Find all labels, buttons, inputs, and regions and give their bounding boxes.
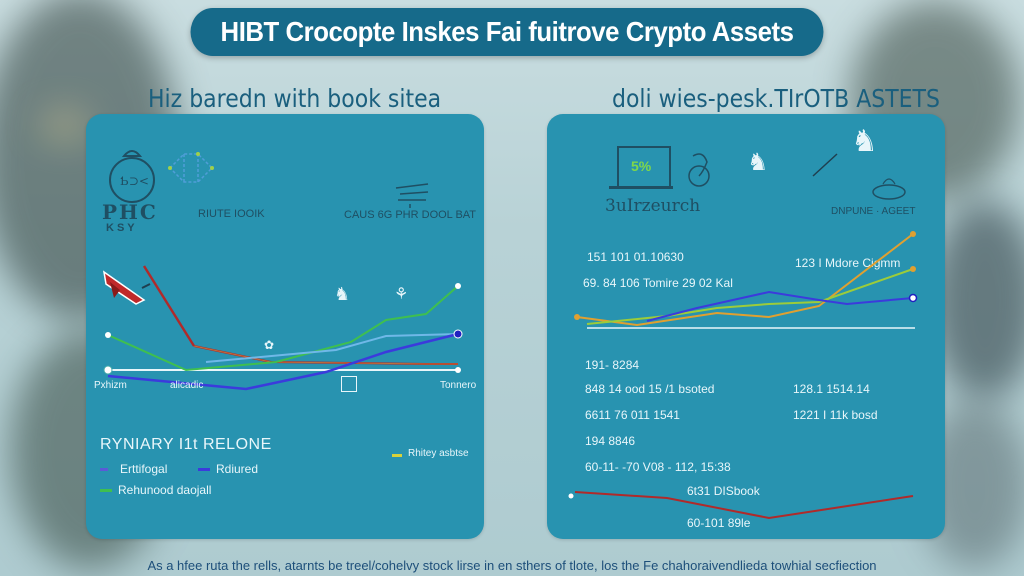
chart-label: 6t31 DISbook <box>687 484 760 498</box>
right-line-chart <box>574 231 918 329</box>
stat-line: 191- 8284 <box>585 358 640 372</box>
coin-jar-icon: Ƅ⊃< <box>109 150 155 203</box>
research-label: 3uIrzeurch <box>605 196 701 216</box>
background-highlight <box>40 110 90 140</box>
book-stack-icon <box>395 183 429 208</box>
stat-line: 151 101 01.10630 <box>587 250 684 264</box>
network-node-icon <box>168 152 214 183</box>
chart-ornament-icon: ♞ <box>334 284 351 304</box>
legend-item: Rehunood daojall <box>118 483 212 497</box>
stat-line-right: 123 I Mdore Cigmm <box>795 256 901 270</box>
page-title: HIBT Crocopte Inskes Fai fuitrove Crypto… <box>190 8 824 56</box>
right-panel-heading: doli wies-pesk.TIrOTB ASTETS <box>612 84 940 113</box>
stat-line: 848 14 ood 15 /1 bsoted <box>585 382 715 396</box>
frame-icon <box>341 376 357 392</box>
chart-ornament-icon: ✿ <box>264 338 275 352</box>
laptop-screen-text: 5% <box>631 158 652 174</box>
rocket-icon <box>102 270 151 305</box>
logo-subtext: KSY <box>106 222 138 234</box>
doodle-icon <box>688 153 710 187</box>
footer-caption: As a hfee ruta the rells, atarnts be tre… <box>147 558 877 573</box>
laptop-base <box>609 186 673 189</box>
stat-line: 69. 84 106 Tomire 29 02 Kal <box>583 276 733 290</box>
label-cause: CAUS 6G PHR DOOL BAT <box>344 209 477 221</box>
pointer-line-icon <box>812 153 838 177</box>
legend-swatch <box>198 468 210 471</box>
svg-text:Ƅ⊃<: Ƅ⊃< <box>120 174 149 188</box>
basket-icon <box>872 178 906 200</box>
logo-text: PHC <box>102 200 158 224</box>
legend-swatch <box>392 454 402 457</box>
legend-item: Rhitey asbtse <box>408 448 469 459</box>
background-vehicle <box>930 200 1024 400</box>
legend-title: RYNIARY I1t RELONE <box>100 436 272 453</box>
ornament-icon: ♞ <box>747 149 769 176</box>
label-route-book: RIUTE IOOIK <box>198 208 265 220</box>
stat-line: 194 8846 <box>585 434 636 448</box>
x-axis-label-start: Pxhizm <box>94 380 127 391</box>
stat-line: 60-11- -70 V08 - 112, 15:38 <box>585 460 731 474</box>
left-line-chart <box>103 265 463 391</box>
left-panel: Ƅ⊃< PHC KSY RIUTE IOOIK CAUS 6G PHR DOOL… <box>86 114 484 539</box>
legend-item: Rdiured <box>216 462 259 476</box>
left-panel-heading: Hiz baredn with book sitea <box>148 84 442 113</box>
asset-label: DNPUNE · AGEET <box>831 206 916 217</box>
chart-ornament-icon: ⚘ <box>394 286 409 303</box>
ornament-icon: ♞ <box>851 125 878 158</box>
right-lower-line <box>568 491 914 520</box>
stat-line-right: 128.1 1514.14 <box>793 382 870 396</box>
x-axis-label-mid: alicadic <box>170 380 204 391</box>
legend-item: Erttifogal <box>120 462 168 476</box>
chart-label: 60-101 89le <box>687 516 751 530</box>
right-panel: 5% 3uIrzeurch ♞ ♞ DNPUNE · AGEET 151 101… <box>547 114 945 539</box>
stat-line: 6611 76 011 1541 <box>585 408 680 422</box>
legend-swatch <box>100 468 108 471</box>
stat-line-right: 1221 I 11k bosd <box>793 408 878 422</box>
legend-swatch <box>100 489 112 492</box>
laptop-icon: 5% <box>617 146 671 188</box>
x-axis-label-end: Tonnero <box>440 380 477 391</box>
